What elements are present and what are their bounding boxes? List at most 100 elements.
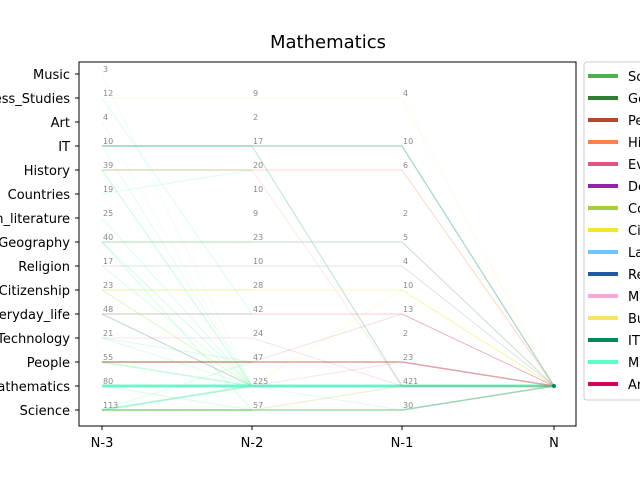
y-tick-label: Religion xyxy=(18,260,70,275)
legend-label: Co xyxy=(628,202,640,217)
flow-line-8 xyxy=(101,169,253,387)
y-tick-label: Science xyxy=(20,404,70,419)
legend-label: Ar xyxy=(628,378,640,393)
count-label: 25 xyxy=(103,209,113,218)
legend: So Ge Pe Hi Ev De Co Ci La Re M Bu IT M Ar xyxy=(583,61,640,401)
flow-line-10 xyxy=(101,241,253,411)
count-label: 4 xyxy=(103,113,108,122)
flow-line-40 xyxy=(101,385,555,411)
legend-label: M xyxy=(628,290,639,305)
y-tick-label: Citizenship xyxy=(0,284,70,299)
plot-frame xyxy=(78,61,577,427)
count-label: 113 xyxy=(103,401,118,410)
chart-title: Mathematics xyxy=(270,32,386,53)
flow-line-14 xyxy=(101,169,253,195)
legend-label: Ge xyxy=(628,92,640,107)
count-label: 4 xyxy=(403,89,408,98)
flow-line-41 xyxy=(102,337,554,387)
target-node xyxy=(552,384,556,388)
count-label: 3 xyxy=(103,65,108,74)
count-label: 10 xyxy=(253,257,263,266)
flow-line-44 xyxy=(102,169,554,387)
count-label: 19 xyxy=(103,185,113,194)
y-tick-label: Countries xyxy=(8,188,71,203)
flow-line-35 xyxy=(102,241,555,387)
flow-line-43 xyxy=(102,313,555,387)
flow-line-31 xyxy=(102,145,555,387)
count-label: 421 xyxy=(403,377,418,386)
y-tick-label: Technology xyxy=(0,332,70,347)
count-label: 39 xyxy=(103,161,113,170)
y-tick-label: Business_Studies xyxy=(0,92,70,107)
flow-line-18 xyxy=(101,145,253,387)
flow-line-38 xyxy=(102,361,555,387)
count-label: 28 xyxy=(253,281,263,290)
y-tick-label: Everyday_life xyxy=(0,308,70,323)
count-label: 40 xyxy=(103,233,113,242)
legend-label: Ev xyxy=(628,158,640,173)
count-label: 10 xyxy=(403,281,413,290)
flow-line-6 xyxy=(101,313,253,387)
x-tick-label: N-3 xyxy=(91,436,114,451)
flow-line-12 xyxy=(101,289,253,387)
flow-line-4 xyxy=(101,361,253,387)
y-tick-label: Music xyxy=(33,68,70,83)
count-label: 20 xyxy=(253,161,263,170)
count-label: 17 xyxy=(253,137,263,146)
y-tick-label: Foreign_literature xyxy=(0,212,70,227)
flow-line-1 xyxy=(101,385,253,411)
flow-line-15 xyxy=(101,217,253,387)
y-tick-label: IT xyxy=(58,140,70,155)
flow-line-42 xyxy=(101,289,555,387)
flow-line-13 xyxy=(101,337,253,363)
flow-line-33 xyxy=(102,97,555,387)
count-label: 10 xyxy=(103,137,113,146)
flow-line-20 xyxy=(101,121,253,387)
flow-line-23 xyxy=(101,385,253,411)
y-tick-label: Art xyxy=(51,116,70,131)
count-label: 23 xyxy=(253,233,263,242)
y-tick-label: Mathematics xyxy=(0,380,70,395)
count-label: 23 xyxy=(403,353,413,362)
count-label: 4 xyxy=(403,257,408,266)
flow-line-37 xyxy=(102,385,554,411)
y-tick-label: History xyxy=(24,164,71,179)
x-tick-label: N-1 xyxy=(391,436,414,451)
flow-line-17 xyxy=(101,97,253,315)
flow-line-27 xyxy=(102,385,555,411)
count-label: 13 xyxy=(403,305,413,314)
legend-label: Hi xyxy=(628,136,640,151)
count-label: 47 xyxy=(253,353,263,362)
count-label: 55 xyxy=(103,353,113,362)
count-label: 12 xyxy=(103,89,113,98)
legend-label: De xyxy=(628,180,640,195)
flow-line-28 xyxy=(102,361,555,387)
flow-line-32 xyxy=(102,145,554,387)
flow-line-29 xyxy=(102,169,555,387)
count-label: 24 xyxy=(253,329,263,338)
legend-label: La xyxy=(628,246,640,261)
plot-area: Science Mathematics People Technology Everyd… xyxy=(0,61,577,451)
legend-label: M xyxy=(628,356,639,371)
legend-label: Re xyxy=(628,268,640,283)
count-label: 2 xyxy=(253,113,258,122)
flow-line-36 xyxy=(102,265,555,387)
flow-line-19 xyxy=(101,73,253,387)
x-tick-label: N-2 xyxy=(241,436,264,451)
count-label: 10 xyxy=(403,137,413,146)
count-label: 2 xyxy=(403,209,408,218)
flow-line-30 xyxy=(102,313,555,387)
legend-label: Ci xyxy=(628,224,640,239)
flow-line-39 xyxy=(101,313,554,387)
count-label: 80 xyxy=(103,377,113,386)
legend-label: Bu xyxy=(628,312,640,327)
flow-line-34 xyxy=(102,289,555,387)
count-label: 5 xyxy=(403,233,408,242)
x-tick-label: N xyxy=(549,436,559,451)
count-label: 9 xyxy=(253,209,258,218)
count-label: 6 xyxy=(403,161,408,170)
count-label: 9 xyxy=(253,89,258,98)
count-label: 21 xyxy=(103,329,113,338)
count-label: 17 xyxy=(103,257,113,266)
